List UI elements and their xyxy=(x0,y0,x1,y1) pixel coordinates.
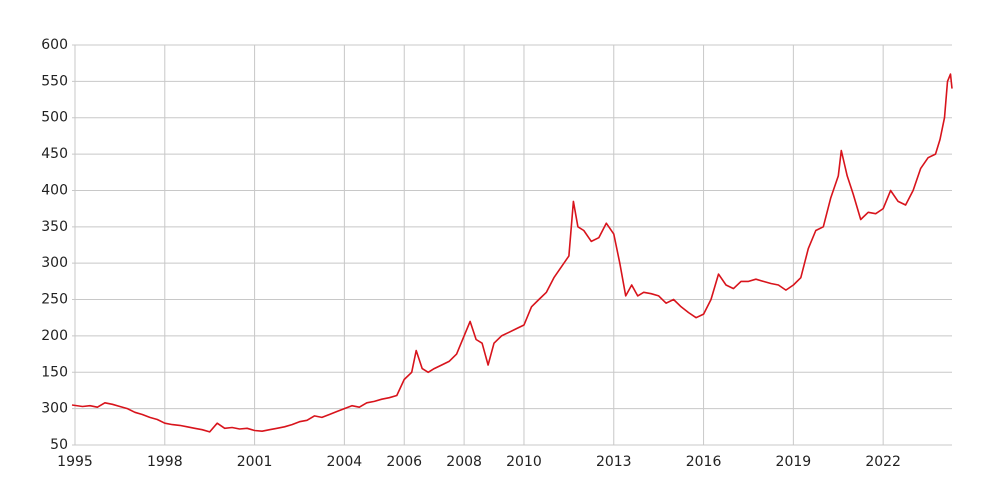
price-line xyxy=(71,73,953,433)
y-tick-label: 500 xyxy=(41,110,68,126)
y-tick-label: 200 xyxy=(41,328,68,344)
x-tick-label: 2010 xyxy=(506,454,542,470)
x-tick-label: 1998 xyxy=(147,454,183,470)
x-tick-label: 2004 xyxy=(327,454,363,470)
x-tick-label: 2001 xyxy=(237,454,273,470)
x-tick-label: 2008 xyxy=(446,454,482,470)
y-tick-label: 350 xyxy=(41,219,68,235)
y-tick-label: 450 xyxy=(41,146,68,162)
y-tick-label: 600 xyxy=(41,37,68,53)
y-tick-label: 300 xyxy=(41,401,68,417)
y-tick-label: 150 xyxy=(41,364,68,380)
y-tick-label: 300 xyxy=(41,255,68,271)
x-tick-label: 2006 xyxy=(386,454,422,470)
y-tick-label: 50 xyxy=(50,437,68,453)
x-tick-label: 1995 xyxy=(57,454,93,470)
y-tick-label: 400 xyxy=(41,182,68,198)
x-tick-label: 2019 xyxy=(776,454,812,470)
y-tick-label: 250 xyxy=(41,292,68,308)
x-tick-label: 2013 xyxy=(596,454,632,470)
x-tick-label: 2016 xyxy=(686,454,722,470)
y-tick-label: 550 xyxy=(41,73,68,89)
x-tick-label: 2022 xyxy=(865,454,901,470)
